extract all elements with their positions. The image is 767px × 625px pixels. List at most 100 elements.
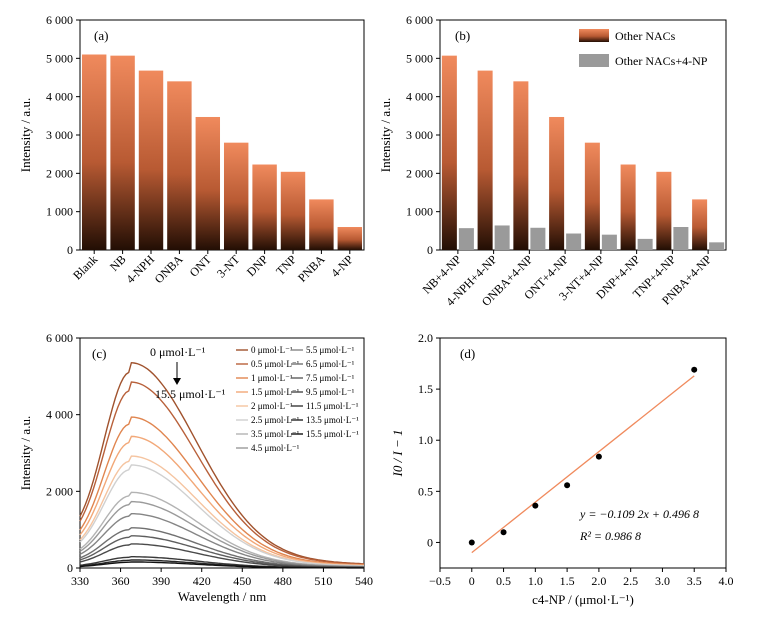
legend-label: 1 μmol·L⁻¹ [251,373,293,383]
x-tick-label: 3-NT [214,252,243,281]
x-tick-label: 2.0 [591,574,606,588]
y-tick-label: 2 000 [46,166,73,180]
bar [223,142,249,250]
x-tick-label: 4-NP [328,252,356,280]
panel-a-label: (a) [94,28,108,43]
legend-label: 13.5 μmol·L⁻¹ [306,415,359,425]
emission-curve [79,435,365,566]
data-point [500,529,507,536]
x-tick-label: 450 [233,574,251,588]
data-point [691,366,698,373]
x-tick-label: 390 [152,574,170,588]
data-point [468,539,475,546]
bar-other-nacs-4np [458,228,474,250]
data-point [564,482,571,489]
emission-curve [79,416,365,566]
y-tick-label: 1 000 [46,205,73,219]
panel-c-y-axis-label: Intensity / a.u. [18,416,33,490]
bar-other-nacs-4np [709,242,725,250]
x-tick-label: DNP [244,252,271,279]
x-tick-label: 0.5 [496,574,511,588]
bar [280,171,306,250]
bar-other-nacs-4np [566,233,582,250]
bar-other-nacs [441,55,457,251]
fit-line [471,375,695,554]
bar [110,55,135,251]
annotation-start-concentration: 0 μmol·L⁻¹ [150,345,206,359]
panel-d-chart: 0 0.5 1.0 1.5 2.0 −0.5 0 0.5 1.0 1.5 2.0 2.5 3.0 3.5… [390,331,734,607]
panel-b-legend: Other NACs Other NACs+4-NP [579,29,708,68]
panel-d-label: (d) [460,346,475,361]
y-tick-label: 3 000 [46,128,73,142]
legend-label: 0.5 μmol·L⁻¹ [251,359,300,369]
bar-other-nacs-4np [637,238,653,250]
bar-other-nacs [620,164,636,250]
emission-curve [79,500,364,568]
bar [252,164,277,250]
annotation-end-concentration: 15.5 μmol·L⁻¹ [155,387,226,401]
panel-b-label: (b) [455,28,470,43]
panel-c-label: (c) [92,346,106,361]
bar-other-nacs [692,199,708,250]
x-tick-label: PNBA [295,252,328,285]
bar-other-nacs [656,171,672,250]
emission-curve [79,381,365,565]
bar [309,199,334,250]
y-tick-label: 0.5 [418,484,433,498]
emission-curve [79,361,365,565]
legend-swatch-other-nacs-4np [579,54,609,67]
legend-label: 5.5 μmol·L⁻¹ [306,345,355,355]
y-tick-label: 0 [427,535,433,549]
x-tick-label: 330 [71,574,89,588]
y-tick-label: 6 000 [46,331,73,345]
bar-other-nacs-4np [601,234,617,250]
legend-label-other-nacs-4np: Other NACs+4-NP [615,54,708,68]
legend-label: 2 μmol·L⁻¹ [251,401,293,411]
legend-label: 1.5 μmol·L⁻¹ [251,387,300,397]
y-tick-label: 1.0 [418,433,433,447]
bar [138,70,164,250]
data-point [532,502,539,509]
fit-equation: y = −0.109 2x + 0.496 8 [579,507,699,521]
x-tick-label: 420 [193,574,211,588]
legend-label: 2.5 μmol·L⁻¹ [251,415,300,425]
legend-label: 3.5 μmol·L⁻¹ [251,429,300,439]
bar-other-nacs [477,70,493,250]
legend-label: 9.5 μmol·L⁻¹ [306,387,355,397]
y-tick-label: 5 000 [46,51,73,65]
bar-other-nacs [513,81,529,250]
fit-r-squared: R² = 0.986 8 [579,529,641,543]
y-tick-label: 2 000 [46,484,73,498]
panel-c-chart: 0 2 000 4 000 6 000 330 360 390 420 450 480 510 54… [18,331,373,604]
bar-other-nacs [549,116,565,250]
x-tick-label: 480 [274,574,292,588]
bar-other-nacs-4np [494,225,510,250]
y-tick-label: 4 000 [46,90,73,104]
panel-b-y-axis-label: Intensity / a.u. [378,98,393,172]
x-tick-label: 0 [469,574,475,588]
legend-label: 11.5 μmol·L⁻¹ [306,401,359,411]
legend-label-other-nacs: Other NACs [615,29,676,43]
legend-label: 0 μmol·L⁻¹ [251,345,293,355]
bar [167,81,192,250]
x-tick-label: 3.5 [687,574,702,588]
x-tick-label: 540 [355,574,373,588]
y-tick-label: 0 [427,243,433,257]
x-tick-label: −0.5 [429,574,451,588]
bar [195,116,221,250]
emission-curve [79,561,364,569]
panel-a-y-axis-label: Intensity / a.u. [18,98,33,172]
y-tick-label: 2 000 [406,166,433,180]
y-tick-label: 1 000 [406,205,433,219]
x-tick-label: 4-NPH [123,252,157,286]
y-tick-label: 3 000 [406,128,433,142]
legend-label: 15.5 μmol·L⁻¹ [306,429,359,439]
y-tick-label: 6 000 [406,13,433,27]
x-tick-label: NB [107,252,129,274]
x-tick-label: 3.0 [655,574,670,588]
y-tick-label: 6 000 [46,13,73,27]
legend-label: 6.5 μmol·L⁻¹ [306,359,355,369]
